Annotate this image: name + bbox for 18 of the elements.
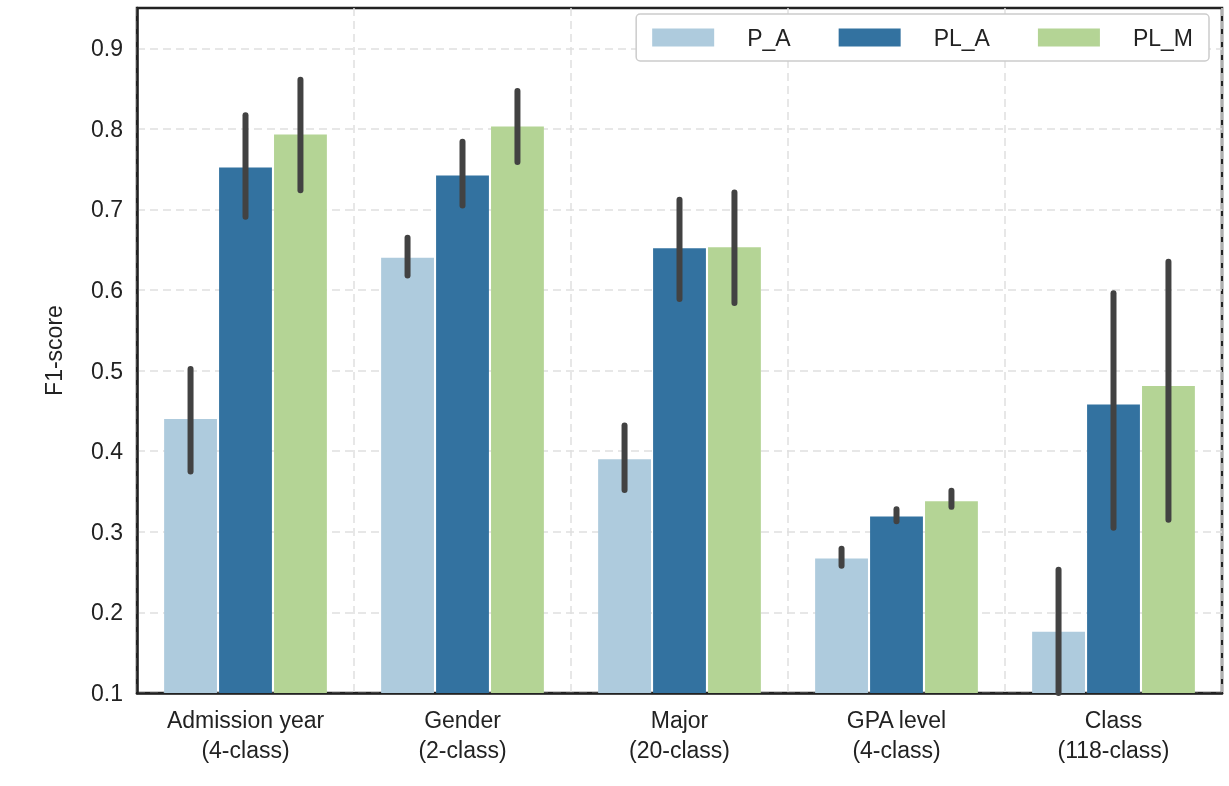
y-tick-label: 0.4 xyxy=(91,438,124,465)
y-tick-label: 0.1 xyxy=(91,680,123,706)
x-tick-label: Major (20-class) xyxy=(629,707,730,763)
y-tick-label: 0.9 xyxy=(91,35,123,62)
x-tick-label: Admission year (4-class) xyxy=(166,707,325,763)
legend-label: P_A xyxy=(747,24,792,51)
y-tick-label: 0.2 xyxy=(91,599,123,626)
y-tick-label: 0.5 xyxy=(91,357,123,384)
x-tick-label: Class (118-class) xyxy=(1057,707,1170,763)
y-tick-label: 0.7 xyxy=(91,196,123,223)
x-tick-label: Gender (2-class) xyxy=(418,707,507,763)
y-tick-label: 0.3 xyxy=(91,518,123,545)
y-tick-label: 0.6 xyxy=(91,277,123,304)
legend-label: PL_M xyxy=(1132,24,1194,51)
y-tick-label: 0.8 xyxy=(91,115,123,142)
x-tick-label: GPA level (4-class) xyxy=(846,707,947,763)
legend-label: PL_A xyxy=(933,24,991,51)
y-axis-title: F1-score xyxy=(40,305,67,396)
